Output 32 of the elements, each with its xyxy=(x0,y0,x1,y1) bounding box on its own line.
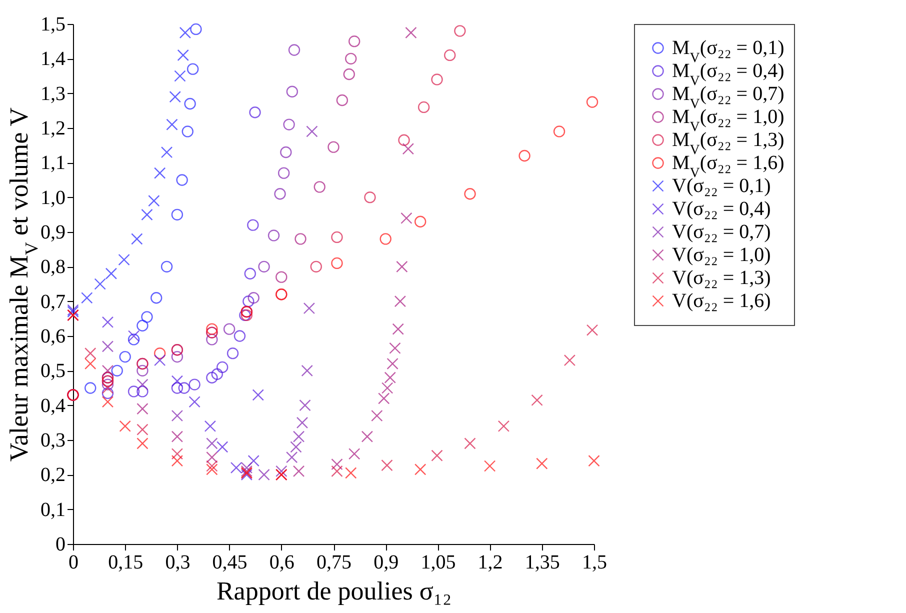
legend-label: V(σ₂₂ = 1,0) xyxy=(672,244,771,266)
x-tick-label: 1,35 xyxy=(524,552,560,574)
y-tick-label: 1,0 xyxy=(40,186,66,209)
y-tick-label: 0,2 xyxy=(40,464,66,486)
x-tick-label: 0,45 xyxy=(212,552,248,574)
legend-label: V(σ₂₂ = 1,3) xyxy=(672,267,771,289)
y-tick-label: 0,3 xyxy=(40,430,66,452)
y-tick-label: 1,5 xyxy=(40,14,66,36)
y-tick-label: 1,4 xyxy=(40,48,66,70)
x-tick-label: 1,2 xyxy=(478,552,503,574)
y-tick-label: 0,8 xyxy=(40,256,66,278)
y-tick-label: 1,2 xyxy=(40,118,66,140)
x-tick-label: 1,5 xyxy=(582,552,607,574)
x-tick-label: 0,9 xyxy=(374,552,399,574)
y-tick-label: 0,4 xyxy=(40,394,66,417)
legend-label: V(σ₂₂ = 0,7) xyxy=(672,221,771,243)
y-tick-label: 1,1 xyxy=(40,152,66,174)
x-tick-label: 0,6 xyxy=(269,552,294,574)
x-tick-label: 1,05 xyxy=(420,552,456,574)
legend-label: V(σ₂₂ = 0,4) xyxy=(672,198,771,220)
y-tick-label: 0,6 xyxy=(40,326,66,348)
legend-label: V(σ₂₂ = 1,6) xyxy=(672,290,771,312)
y-tick-label: 0,7 xyxy=(40,290,66,313)
y-tick-label: 1,3 xyxy=(40,82,66,105)
x-tick-label: 0,15 xyxy=(108,552,144,574)
x-tick-label: 0,75 xyxy=(316,552,352,574)
y-tick-label: 0,9 xyxy=(40,222,66,244)
y-tick-label: 0 xyxy=(56,534,66,556)
y-tick-label: 0,5 xyxy=(40,360,66,382)
x-tick-label: 0,3 xyxy=(165,552,190,574)
x-axis-title: Rapport de poulies σ₁₂ xyxy=(216,576,452,606)
y-tick-label: 0,1 xyxy=(40,498,66,521)
